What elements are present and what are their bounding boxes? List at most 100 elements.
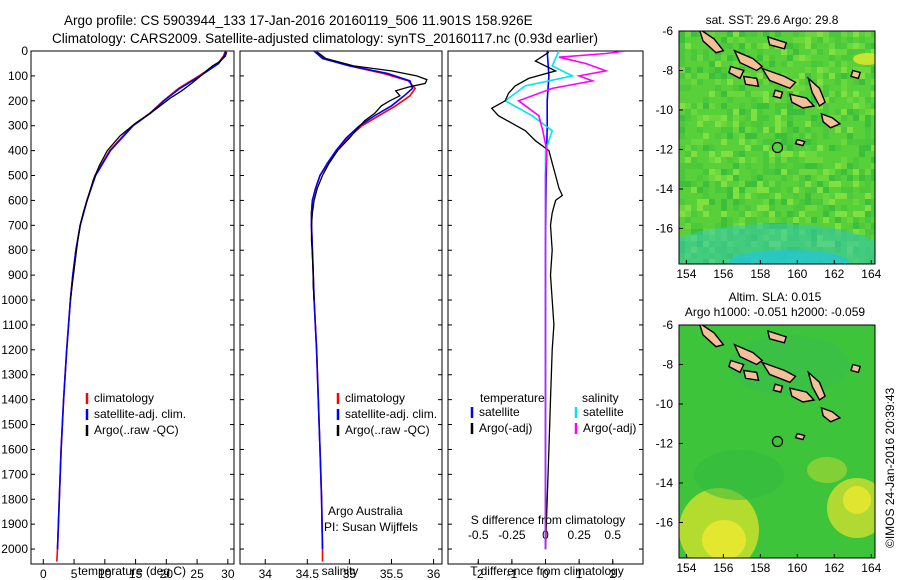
map-cell xyxy=(733,109,739,115)
x-tick-label: 25 xyxy=(190,567,204,580)
map-y-tick-label: -12 xyxy=(656,142,674,156)
map-cell xyxy=(739,91,745,97)
map-cell xyxy=(853,49,859,55)
map-cell xyxy=(865,217,871,223)
map-cell xyxy=(679,127,685,133)
map-x-tick-label: 164 xyxy=(861,561,881,575)
map-cell xyxy=(835,37,841,43)
map-cell xyxy=(715,121,721,127)
map-cell xyxy=(721,151,727,157)
map-cell xyxy=(739,217,745,223)
legend-label: Argo(-adj) xyxy=(479,421,532,435)
legend-label: Argo(..raw -QC) xyxy=(345,423,430,437)
map-cell xyxy=(745,145,751,151)
float-position-marker xyxy=(771,435,784,448)
map-cell xyxy=(685,205,691,211)
map-cell xyxy=(859,67,865,73)
map-cell xyxy=(787,61,793,67)
map-cell xyxy=(817,145,823,151)
map-cell xyxy=(853,103,859,109)
map-cell xyxy=(865,67,871,73)
map-cell xyxy=(787,187,793,193)
y-tick-label: 200 xyxy=(8,94,28,108)
map-cell xyxy=(865,181,871,187)
map-cell xyxy=(859,37,865,43)
map-cell xyxy=(805,169,811,175)
map-cell xyxy=(763,163,769,169)
y-tick-label: 500 xyxy=(8,169,28,183)
map-cell xyxy=(697,103,703,109)
plot-frame xyxy=(30,50,235,565)
map-cell xyxy=(721,223,727,229)
map-cell xyxy=(727,97,733,103)
map-cell xyxy=(829,91,835,97)
map-cell xyxy=(871,163,875,169)
map-cell xyxy=(871,49,875,55)
map-cell xyxy=(805,217,811,223)
float-position-marker xyxy=(771,141,784,154)
map-cell xyxy=(787,199,793,205)
map-cell xyxy=(739,139,745,145)
map-cell xyxy=(721,169,727,175)
map-cell xyxy=(715,223,721,229)
map-cell xyxy=(769,127,775,133)
map-cell xyxy=(715,67,721,73)
map-cell xyxy=(757,49,763,55)
map-cell xyxy=(715,115,721,121)
map-cell xyxy=(697,115,703,121)
map-cell xyxy=(703,55,709,61)
map-cell xyxy=(703,211,709,217)
map-cell xyxy=(751,133,757,139)
map-cell xyxy=(763,97,769,103)
map-cell xyxy=(811,43,817,49)
map-cell xyxy=(739,121,745,127)
map-cell xyxy=(721,205,727,211)
map-cell xyxy=(865,121,871,127)
map-cell xyxy=(775,211,781,217)
map-anomaly xyxy=(843,486,871,514)
map-cell xyxy=(745,115,751,121)
map-cell xyxy=(685,217,691,223)
map-cell xyxy=(685,103,691,109)
y-tick-label: 1800 xyxy=(1,492,28,506)
map-cell xyxy=(733,115,739,121)
map-cell xyxy=(853,43,859,49)
map-cell xyxy=(841,157,847,163)
map-cell xyxy=(811,31,817,37)
map-cell xyxy=(811,151,817,157)
map-cell xyxy=(715,79,721,85)
map-y-tick-label: -10 xyxy=(656,103,674,117)
map-cell xyxy=(817,121,823,127)
map-cell xyxy=(829,181,835,187)
map-cell xyxy=(763,199,769,205)
map-cell xyxy=(847,139,853,145)
map-cell xyxy=(685,43,691,49)
map-cell xyxy=(781,139,787,145)
map-cell xyxy=(709,151,715,157)
map-cell xyxy=(787,169,793,175)
map-cell xyxy=(715,133,721,139)
map-cell xyxy=(715,181,721,187)
map-cell xyxy=(685,211,691,217)
map-x-tick-label: 158 xyxy=(750,267,770,281)
salinity-credit-1: Argo Australia xyxy=(328,504,403,518)
map-cell xyxy=(859,229,865,235)
map-cell xyxy=(805,37,811,43)
map-cell xyxy=(823,85,829,91)
map-cell xyxy=(763,181,769,187)
map-cell xyxy=(811,199,817,205)
map-cell xyxy=(709,61,715,67)
map-anomaly xyxy=(702,520,746,558)
map-cell xyxy=(697,73,703,79)
map-cell xyxy=(679,211,685,217)
map-frame xyxy=(678,30,876,265)
map-cell xyxy=(715,55,721,61)
map-cell xyxy=(751,169,757,175)
map-anomaly xyxy=(807,457,847,483)
map-anomaly xyxy=(729,250,849,264)
map-cell xyxy=(847,55,853,61)
map-cell xyxy=(835,127,841,133)
map-cell xyxy=(679,37,685,43)
map-cell xyxy=(721,217,727,223)
map-cell xyxy=(727,31,733,37)
